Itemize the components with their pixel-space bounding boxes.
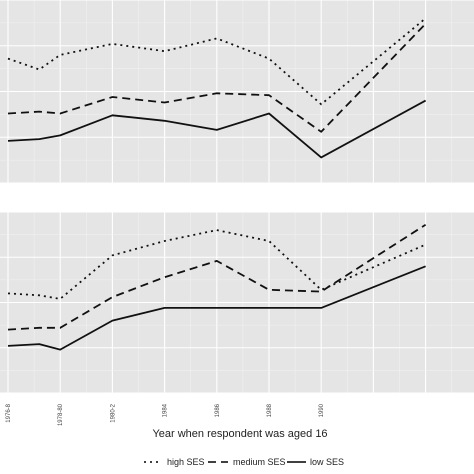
- series-line-high-ses-bottom: [7, 229, 426, 300]
- x-tick-labels: 1976-8 1978-80 1980-2 1984 1986 1988 1990: [6, 403, 325, 426]
- x-tick-label: 1978-80: [58, 403, 64, 426]
- legend: high SES medium SES low SES: [144, 457, 344, 467]
- series-line-low-ses-bottom: [7, 265, 426, 351]
- x-tick-label: 1980-2: [110, 403, 116, 422]
- x-tick-label: 1976-8: [6, 403, 12, 422]
- series-line-medium-ses-top: [7, 23, 427, 133]
- series-line-low-ses-top: [7, 99, 427, 159]
- legend-label-high-ses: high SES: [167, 457, 205, 467]
- x-tick-label: 1984: [163, 403, 169, 417]
- series-line-medium-ses-bottom: [7, 223, 427, 331]
- legend-label-low-ses: low SES: [310, 457, 344, 467]
- grid-layer: [0, 0, 474, 394]
- x-tick-label: 1988: [267, 403, 273, 417]
- lines-layer: [7, 17, 427, 351]
- x-tick-label: 1986: [215, 403, 221, 417]
- legend-label-medium-ses: medium SES: [233, 457, 286, 467]
- x-tick-label: 1990: [319, 403, 325, 417]
- x-axis-title: Year when respondent was aged 16: [152, 428, 327, 440]
